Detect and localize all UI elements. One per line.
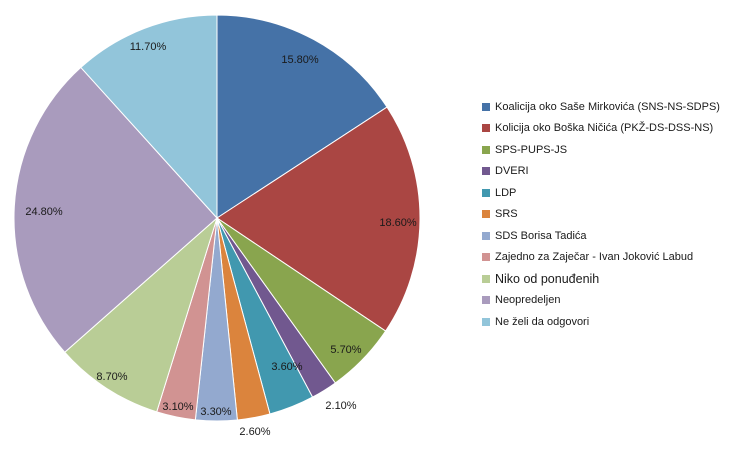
legend-swatch-1	[482, 102, 490, 111]
slice-data-label-4: 2.10%	[325, 400, 356, 412]
legend-label-10: Neopredeljen	[495, 294, 561, 307]
legend-label-3: SPS-PUPS-JS	[495, 143, 568, 156]
slice-data-label-7: 3.30%	[200, 406, 231, 418]
legend-swatch-8	[482, 253, 490, 262]
slice-data-label-11: 11.70%	[130, 41, 167, 53]
legend-swatch-11	[482, 317, 490, 326]
legend-label-6: SRS	[495, 208, 518, 221]
legend-item-1: Koalicija oko Saše Mirkovića (SNS-NS-SDP…	[482, 96, 727, 118]
slice-data-label-10: 24.80%	[25, 206, 63, 218]
pie-slice-2	[216, 106, 421, 332]
legend-label-4: DVERI	[495, 165, 529, 178]
legend-item-5: LDP	[482, 182, 727, 204]
legend-swatch-9	[482, 274, 490, 283]
pie-slice-1	[216, 14, 388, 219]
legend-swatch-2	[482, 124, 490, 133]
legend-swatch-4	[482, 167, 490, 176]
legend-item-9: Niko od ponuđenih	[482, 268, 727, 290]
legend-item-8: Zajedno za Zaječar - Ivan Joković Labud	[482, 247, 727, 269]
slice-data-label-3: 5.70%	[330, 344, 361, 356]
legend-item-3: SPS-PUPS-JS	[482, 139, 727, 161]
legend-swatch-10	[482, 296, 490, 305]
legend-swatch-6	[482, 210, 490, 219]
legend-item-7: SDS Borisa Tadića	[482, 225, 727, 247]
slice-data-label-9: 8.70%	[96, 371, 127, 383]
legend-item-6: SRS	[482, 204, 727, 226]
legend-label-11: Ne želi da odgovori	[495, 315, 590, 328]
pie-slice-10	[13, 66, 218, 353]
legend-item-10: Neopredeljen	[482, 290, 727, 312]
legend-item-2: Kolicija oko Boška Ničića (PKŽ-DS-DSS-NS…	[482, 118, 727, 140]
slice-data-label-1: 15.80%	[281, 54, 319, 66]
slice-data-label-2: 18.60%	[379, 217, 417, 229]
pie-slice-9	[64, 216, 219, 413]
slice-data-label-6: 2.60%	[239, 426, 270, 438]
legend-label-7: SDS Borisa Tadića	[495, 229, 587, 242]
legend: Koalicija oko Saše Mirkovića (SNS-NS-SDP…	[482, 96, 727, 333]
legend-swatch-7	[482, 231, 490, 240]
legend-label-9: Niko od ponuđenih	[495, 271, 600, 286]
legend-item-4: DVERI	[482, 161, 727, 183]
legend-label-8: Zajedno za Zaječar - Ivan Joković Labud	[495, 251, 694, 264]
legend-swatch-5	[482, 188, 490, 197]
slice-data-label-8: 3.10%	[162, 401, 193, 413]
legend-label-2: Kolicija oko Boška Ničića (PKŽ-DS-DSS-NS…	[495, 122, 714, 135]
slice-data-label-5: 3.60%	[271, 361, 302, 373]
pie-slice-11	[80, 14, 218, 220]
legend-swatch-3	[482, 145, 490, 154]
pie-plot-area: 15.80% 18.60% 5.70% 2.10% 3.60% 2.60% 3.30% 3.1…	[13, 14, 421, 438]
legend-label-1: Koalicija oko Saše Mirkovića (SNS-NS-SDP…	[495, 100, 720, 113]
legend-label-5: LDP	[495, 186, 517, 199]
legend-item-11: Ne želi da odgovori	[482, 311, 727, 333]
